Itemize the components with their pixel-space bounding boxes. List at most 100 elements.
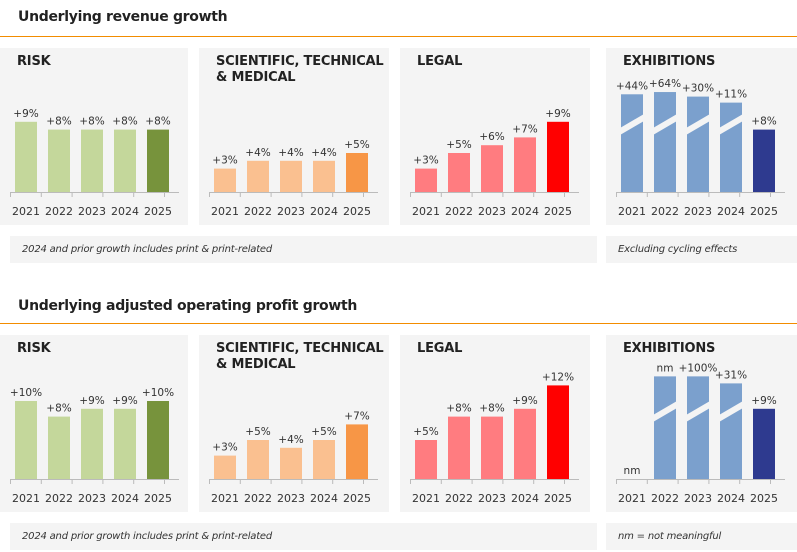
data-label: +9%: [512, 395, 537, 407]
bar: [48, 129, 70, 192]
chart-panel-exhibitions: +44% 2021 +64% 2022 +30% 2023 +11% 2024 +8% 2025 E…: [606, 48, 797, 225]
bar: [415, 440, 437, 479]
bar: [514, 408, 536, 479]
bar-chart: +3% 2021 +5% 2022 +6% 2023 +7% 2024 +9% 2025: [410, 108, 579, 218]
data-label: +8%: [46, 116, 71, 128]
data-label: +4%: [245, 147, 270, 159]
bar: [481, 145, 503, 192]
x-tick-label: 2022: [45, 492, 73, 505]
bar: [448, 153, 470, 192]
bar: [753, 129, 775, 192]
x-tick-label: 2025: [144, 492, 172, 505]
data-label: nm: [624, 465, 641, 477]
chart-title: SCIENTIFIC, TECHNICAL & MEDICAL: [216, 54, 384, 85]
chart-title: EXHIBITIONS: [623, 54, 716, 69]
bar-chart: +10% 2021 +8% 2022 +9% 2023 +9% 2024 +10% 2025: [10, 387, 179, 505]
data-label: +9%: [79, 395, 104, 407]
bar: [313, 440, 335, 479]
data-label: +5%: [446, 139, 471, 151]
bar: [147, 401, 169, 479]
bar: [15, 121, 37, 192]
x-tick-label: 2021: [618, 205, 646, 218]
bar: [753, 408, 775, 479]
bar: [313, 160, 335, 192]
x-tick-label: 2024: [111, 205, 139, 218]
bar-chart: nm 2021 nm 2022 +100% 2023 +31% 2024 +9% 2025: [616, 362, 785, 505]
x-tick-label: 2025: [144, 205, 172, 218]
bar: [15, 401, 37, 479]
bar: [654, 92, 676, 192]
axis-break-mark: [719, 114, 743, 135]
x-tick-label: 2023: [684, 492, 712, 505]
bar: [448, 416, 470, 479]
data-label: +5%: [344, 139, 369, 151]
bar: [720, 102, 742, 192]
axis-break-mark: [686, 114, 710, 135]
bar: [547, 121, 569, 192]
axis-break-mark: [719, 401, 743, 422]
axis-break-mark: [686, 401, 710, 422]
x-tick-label: 2021: [12, 205, 40, 218]
data-label: +44%: [616, 80, 648, 92]
x-tick-label: 2023: [478, 492, 506, 505]
data-label: +6%: [479, 131, 504, 143]
x-tick-label: 2022: [45, 205, 73, 218]
x-tick-label: 2021: [618, 492, 646, 505]
chart-panel-exhibitions: nm 2021 nm 2022 +100% 2023 +31% 2024 +9% 2025 EXHI…: [606, 335, 797, 512]
x-tick-label: 2024: [111, 492, 139, 505]
footnote: 2024 and prior growth includes print & p…: [10, 236, 597, 263]
bar: [687, 96, 709, 192]
x-tick-label: 2022: [244, 205, 272, 218]
data-label: +9%: [112, 395, 137, 407]
bar: [280, 447, 302, 479]
data-label: +4%: [278, 147, 303, 159]
x-tick-label: 2024: [717, 492, 745, 505]
bar: [48, 416, 70, 479]
bar: [114, 129, 136, 192]
x-tick-label: 2022: [651, 492, 679, 505]
bar: [687, 376, 709, 479]
data-label: +7%: [344, 410, 369, 422]
chart-title: LEGAL: [417, 341, 463, 356]
data-label: +8%: [79, 116, 104, 128]
x-tick-label: 2025: [343, 205, 371, 218]
bar: [720, 383, 742, 479]
data-label: +8%: [46, 403, 71, 415]
axis-break-mark: [620, 114, 644, 135]
x-tick-label: 2023: [277, 492, 305, 505]
bar-chart: +3% 2021 +5% 2022 +4% 2023 +5% 2024 +7% 2025: [209, 410, 378, 505]
chart-title: RISK: [17, 341, 51, 356]
x-tick-label: 2022: [445, 205, 473, 218]
x-tick-label: 2023: [478, 205, 506, 218]
data-label: +4%: [311, 147, 336, 159]
bar: [247, 160, 269, 192]
data-label: +10%: [142, 387, 174, 399]
chart-title: EXHIBITIONS: [623, 341, 716, 356]
data-label: +8%: [112, 116, 137, 128]
x-tick-label: 2024: [511, 492, 539, 505]
x-tick-label: 2025: [343, 492, 371, 505]
bar: [114, 408, 136, 479]
bar-chart: +44% 2021 +64% 2022 +30% 2023 +11% 2024 +8% 2025: [616, 78, 785, 218]
axis-break-mark: [653, 114, 677, 135]
x-tick-label: 2024: [310, 492, 338, 505]
bar: [346, 424, 368, 479]
data-label: +12%: [542, 371, 574, 383]
data-label: +5%: [245, 426, 270, 438]
data-label: +64%: [649, 78, 681, 90]
x-tick-label: 2021: [211, 205, 239, 218]
x-tick-label: 2025: [544, 205, 572, 218]
x-tick-label: 2024: [717, 205, 745, 218]
bar-chart: +5% 2021 +8% 2022 +8% 2023 +9% 2024 +12% 2025: [410, 371, 579, 505]
chart-title: LEGAL: [417, 54, 463, 69]
data-label: +8%: [479, 403, 504, 415]
data-label: +3%: [212, 442, 237, 454]
data-label: +3%: [212, 155, 237, 167]
x-tick-label: 2023: [78, 492, 106, 505]
bar: [214, 455, 236, 479]
bar: [247, 440, 269, 479]
data-label: +10%: [10, 387, 42, 399]
bar-chart: +3% 2021 +4% 2022 +4% 2023 +4% 2024 +5% 2025: [209, 139, 378, 218]
chart-panel-risk: +9% 2021 +8% 2022 +8% 2023 +8% 2024 +8% 2025 RISK: [0, 48, 188, 225]
bar: [514, 137, 536, 192]
